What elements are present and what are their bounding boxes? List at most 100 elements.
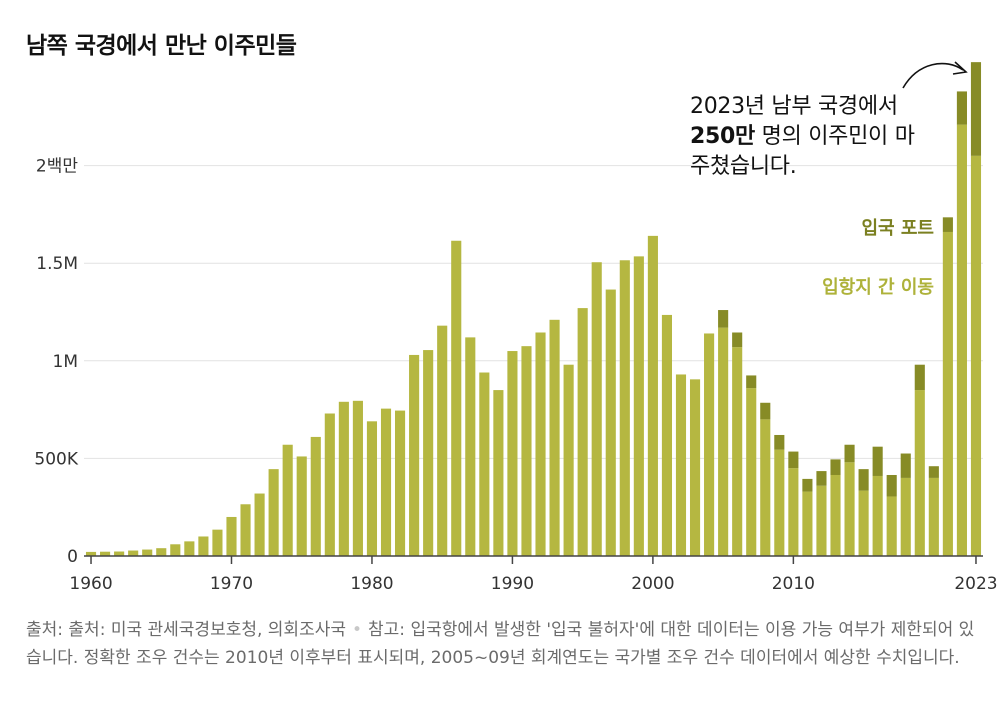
chart-title: 남쪽 국경에서 만난 이주민들 (26, 33, 297, 59)
y-tick-label: 500K (34, 449, 78, 469)
bar-between-1974 (282, 444, 293, 556)
annotation-suffix: 명의 이주민이 마주쳤습니다. (690, 124, 915, 179)
bar-between-2018 (900, 477, 911, 556)
bar-port-2021 (942, 217, 953, 232)
bar-between-1993 (549, 319, 560, 556)
bar-between-1996 (591, 262, 602, 556)
bar-between-1985 (437, 325, 448, 556)
legend-between-entry: 입항지 간 이동 (822, 277, 934, 298)
annotation-text: 2023년 남부 국경에서 250만 명의 이주민이 마주쳤습니다. (690, 92, 930, 182)
bar-between-1968 (198, 536, 209, 556)
bar-between-1963 (128, 550, 139, 556)
bar-between-2014 (844, 462, 855, 556)
bar-between-1982 (394, 410, 406, 556)
annotation-arrow (902, 62, 964, 89)
bar-between-1990 (507, 351, 518, 556)
bar-between-1998 (619, 260, 630, 556)
bar-between-2009 (774, 449, 785, 556)
bar-between-1975 (296, 456, 307, 556)
bar-between-1965 (156, 548, 167, 556)
bar-between-1980 (366, 421, 378, 556)
x-tick-label: 2023 (954, 574, 997, 594)
bar-between-1977 (324, 413, 335, 556)
bar-between-1960 (85, 551, 97, 556)
bar-between-1973 (268, 469, 279, 556)
bar-port-2011 (802, 478, 813, 492)
bar-port-2013 (830, 459, 841, 475)
bar-port-2019 (914, 364, 925, 391)
gridlines (84, 165, 983, 459)
bar-between-2019 (914, 390, 925, 556)
bar-between-2000 (647, 235, 658, 556)
bar-port-2015 (858, 469, 869, 491)
bar-port-2010 (788, 451, 799, 469)
bar-between-1987 (465, 337, 476, 556)
bar-between-2004 (704, 333, 715, 556)
bar-port-2016 (872, 446, 883, 476)
bar-between-1986 (451, 240, 462, 556)
bar-between-2015 (858, 490, 869, 556)
x-axis-labels: 1960 1970 1980 1990 2000 2010 2023 (69, 574, 997, 594)
footer-note: 출처: 출처: 미국 관세국경보호청, 의회조사국 • 참고: 입국항에서 발생한 … (26, 616, 981, 672)
bar-between-1971 (240, 504, 251, 556)
bar-between-1995 (577, 308, 588, 556)
bar-between-1997 (605, 289, 616, 556)
bar-between-1978 (338, 401, 349, 556)
bar-between-1988 (479, 372, 490, 556)
bar-between-1981 (380, 408, 392, 556)
x-tick-label: 2010 (772, 574, 815, 594)
x-tick-label: 1970 (210, 574, 253, 594)
bar-between-2016 (872, 475, 883, 556)
bar-between-1999 (633, 256, 644, 556)
x-axis (84, 555, 983, 564)
y-axis-labels: 0 500K 1M 1.5M 2백만 (34, 157, 78, 567)
annotation-prefix: 2023년 남부 국경에서 (690, 94, 898, 119)
bar-port-2005 (718, 310, 729, 328)
bar-between-2012 (816, 485, 827, 556)
bar-between-1962 (114, 551, 125, 556)
footer-note-text: 참고: 입국항에서 발생한 '입국 불허자'에 대한 데이터는 이용 가능 여부… (26, 620, 975, 668)
bar-between-1991 (521, 346, 532, 556)
bar-between-1970 (226, 516, 237, 556)
bar-between-2020 (928, 477, 939, 556)
bar-port-2008 (760, 402, 771, 420)
legend-port-entry: 입국 포트 (861, 218, 934, 239)
bar-between-2017 (886, 496, 897, 556)
bar-between-2008 (760, 419, 771, 556)
bar-port-2020 (928, 466, 939, 478)
x-tick-label: 2000 (631, 574, 674, 594)
y-tick-label: 0 (67, 547, 78, 567)
bar-between-1961 (100, 551, 111, 556)
bar-between-2002 (675, 374, 687, 556)
y-tick-label: 1.5M (36, 254, 78, 274)
bar-between-1969 (212, 529, 223, 556)
bar-between-1994 (563, 364, 574, 556)
x-tick-label: 1980 (350, 574, 393, 594)
bar-between-2006 (732, 347, 743, 556)
bar-between-2007 (746, 388, 757, 556)
bar-between-2005 (718, 327, 729, 556)
annotation-bold: 250만 (690, 124, 755, 149)
bar-port-2012 (816, 471, 827, 486)
x-tick-label: 1960 (69, 574, 112, 594)
bar-between-2011 (802, 491, 813, 556)
bar-port-2022 (956, 91, 967, 125)
bar-between-1984 (423, 350, 434, 556)
bar-between-1972 (254, 493, 265, 556)
bar-between-1989 (493, 390, 504, 556)
footer-separator: • (352, 620, 363, 640)
y-tick-label: 2백만 (36, 157, 78, 177)
bar-port-2014 (844, 444, 855, 463)
bar-between-2003 (689, 379, 701, 556)
bar-port-2023 (970, 62, 982, 156)
bar-port-2007 (746, 375, 757, 389)
bar-port-2018 (900, 453, 911, 478)
bar-between-1964 (142, 549, 153, 556)
footer-source: 출처: 출처: 미국 관세국경보호청, 의회조사국 (26, 620, 346, 640)
bar-between-2021 (942, 231, 953, 556)
bars (85, 62, 982, 556)
bar-between-2001 (661, 314, 673, 556)
x-tick-label: 1990 (491, 574, 534, 594)
bar-between-2022 (956, 124, 967, 556)
